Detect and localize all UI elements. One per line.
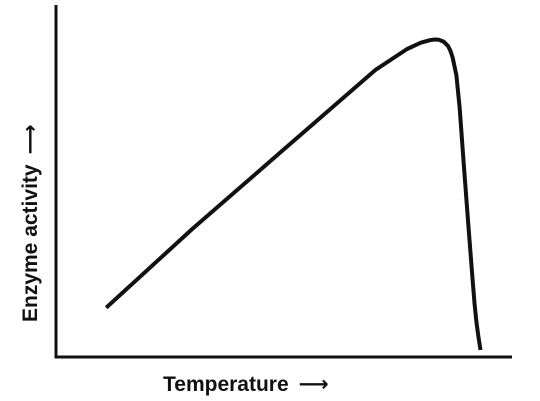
y-axis-label-text: Enzyme activity bbox=[19, 164, 42, 322]
series-group bbox=[104, 37, 483, 351]
axis-arrow-icon: ⟶ bbox=[299, 373, 329, 396]
x-axis-label-text: Temperature bbox=[163, 373, 289, 396]
axis-arrow-icon: ⟶ bbox=[19, 124, 42, 154]
y-axis-label: Enzyme activity ⟶ bbox=[19, 124, 42, 322]
axes bbox=[54, 5, 512, 359]
series-line-0 bbox=[104, 37, 483, 351]
x-axis-label: Temperature ⟶ bbox=[163, 373, 329, 396]
